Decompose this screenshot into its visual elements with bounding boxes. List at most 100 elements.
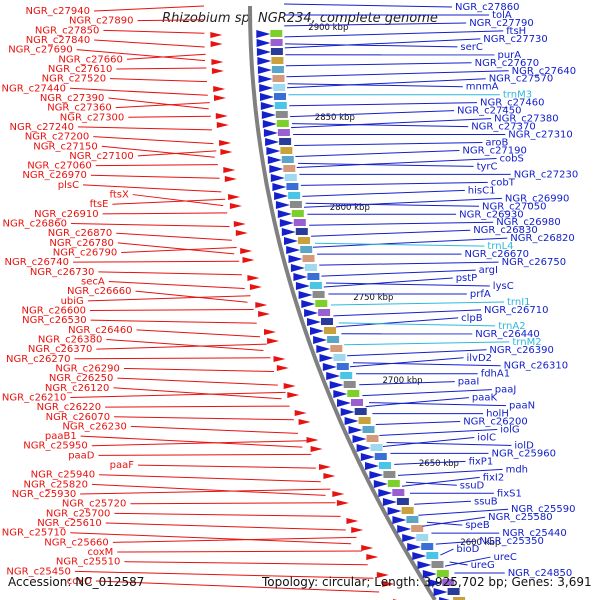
gene-cog-block [270,30,283,37]
left-label-leader [135,290,248,303]
left-gene-arrow [346,518,359,524]
right-label-leader [449,561,468,566]
left-gene-label: NGR_c25510 [56,557,121,568]
left-gene-label: NGR_c25820 [24,479,89,490]
left-gene-label: NGR_c26210 [2,392,67,403]
right-gene-label: tyrC [477,161,498,172]
right-label-leader [405,481,457,486]
gene-cog-block [270,48,283,55]
right-gene-arrow [352,435,367,443]
left-gene-label: NGR_c26790 [53,248,118,259]
right-gene-label: NGR_c26670 [465,249,530,260]
left-gene-arrow [323,473,336,479]
right-gene-label: NGR_c27460 [480,98,545,109]
left-gene-label: NGR_c26380 [38,334,103,345]
right-label-leader [284,43,458,48]
left-label-leader [114,416,294,421]
right-label-leader [296,157,497,168]
right-gene-label: NGR_c27370 [471,122,536,133]
gene-cog-block [288,192,301,199]
gene-cog-block [298,237,310,244]
gene-cog-block [370,444,383,451]
left-label-leader [73,260,240,263]
left-label-leader [106,338,264,351]
left-gene-label: secA [81,277,105,288]
left-gene-label: NGR_c26910 [34,209,99,220]
right-gene-arrow [269,165,284,173]
left-label-leader [90,319,257,324]
scale-tick-label: 2750 kbp [353,293,393,303]
right-label-leader [285,62,472,67]
left-gene-arrow [223,167,236,173]
right-gene-label: serC [460,42,482,53]
gene-cog-block [431,561,444,568]
left-gene-arrow [319,464,331,470]
left-gene-label: NGR_c26660 [67,286,132,297]
left-label-leader [112,536,357,543]
right-gene-label: NGR_c25590 [511,504,576,515]
right-gene-label: NGR_c25580 [488,512,552,523]
left-gene-label: NGR_c26220 [37,402,102,413]
left-gene-arrow [276,365,289,371]
right-gene-label: NGR_c26930 [459,209,523,220]
right-label-leader [312,237,508,248]
left-gene-label: NGR_c25940 [31,470,96,481]
right-label-leader [422,516,486,527]
left-strand-labels: NGR_c27940NGR_c27890NGR_c27850NGR_c27840… [2,5,380,593]
right-label-leader [333,309,482,317]
right-label-leader [286,78,486,89]
right-label-leader [359,381,455,386]
gene-cog-block [276,120,289,127]
scale-tick-label: 2600 kbp [460,538,500,548]
left-gene-label: plsC [58,180,79,191]
right-gene-label: NGR_c27730 [483,34,548,45]
left-gene-label: NGR_c27520 [42,74,107,85]
right-gene-arrow [301,300,316,308]
right-gene-arrow [319,354,334,362]
gene-cog-block [300,246,313,253]
gene-cog-block [295,228,308,235]
right-label-leader [379,429,498,436]
left-label-leader [96,343,267,350]
left-gene-label: NGR_c26970 [22,170,87,181]
rna-gene-label: trnM2 [512,337,541,348]
right-label-leader [294,142,483,146]
right-gene-label: NGR_c24850 [508,568,573,579]
left-label-leader [103,29,205,34]
right-gene-label: iolC [477,432,496,443]
gene-cog-block [284,174,297,181]
left-gene-arrow [219,140,232,146]
gene-cog-block [274,93,286,100]
right-label-leader [330,301,504,306]
right-gene-label: fdhA1 [481,369,510,380]
gene-cog-block [442,579,455,586]
left-gene-label: NGR_c26460 [68,325,133,336]
left-label-leader [137,464,316,469]
right-gene-arrow [417,561,432,569]
gene-cog-block [307,273,320,280]
left-label-leader [91,440,307,447]
left-gene-label: NGR_c26270 [6,354,71,365]
gene-cog-block [272,75,285,82]
right-gene-arrow [369,471,384,479]
gene-cog-block [273,84,286,91]
left-gene-label: NGR_c26370 [28,344,93,355]
right-gene-label: clpB [461,313,483,324]
left-gene-arrow [240,248,253,254]
left-gene-arrow [267,338,280,344]
gene-cog-block [358,417,371,424]
right-label-leader [302,189,465,197]
scale-tick-label: 2850 kbp [315,113,355,123]
right-gene-arrow [267,156,282,164]
left-gene-arrow [228,194,241,200]
right-gene-arrow [257,66,272,74]
right-gene-arrow [392,516,407,524]
right-gene-arrow [293,273,308,281]
right-gene-label: NGR_c26200 [463,417,528,428]
left-label-leader [113,387,282,400]
left-gene-arrow [249,284,262,290]
gene-cog-block [374,453,387,460]
left-label-leader [132,194,224,207]
right-gene-arrow [256,30,271,38]
gene-cog-block [351,399,363,406]
